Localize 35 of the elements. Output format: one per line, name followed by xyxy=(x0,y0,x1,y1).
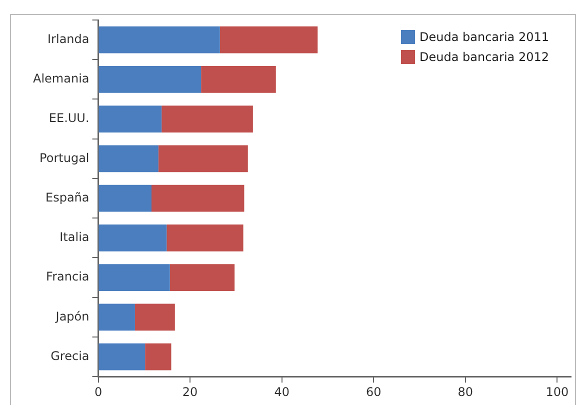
bar xyxy=(170,264,235,292)
x-tick-label: 0 xyxy=(94,384,102,399)
y-tick-label: EE.UU. xyxy=(48,111,90,126)
y-tick-label: España xyxy=(45,190,90,204)
bar xyxy=(98,184,152,212)
x-tick-label: 60 xyxy=(366,384,382,399)
bar xyxy=(98,343,146,370)
bar xyxy=(98,26,220,54)
bar xyxy=(162,106,253,133)
bar xyxy=(134,304,175,331)
y-tick-label: Alemania xyxy=(32,72,90,86)
y-tick-label: Portugal xyxy=(40,150,90,165)
bar xyxy=(98,224,167,252)
bar xyxy=(158,145,248,172)
bar xyxy=(98,66,202,93)
bar xyxy=(98,145,158,172)
x-tick-label: 80 xyxy=(458,384,474,399)
legend-label: Deuda bancaria 2012 xyxy=(419,50,549,64)
y-tick-label: Italia xyxy=(60,230,90,244)
bar xyxy=(152,184,244,212)
bar xyxy=(98,304,135,331)
y-tick-label: Irlanda xyxy=(48,32,90,46)
bar xyxy=(220,26,318,54)
legend-label: Deuda bancaria 2011 xyxy=(419,30,549,44)
x-tick-label: 20 xyxy=(182,384,198,399)
bar xyxy=(98,106,162,133)
y-tick-label: Francia xyxy=(46,270,90,284)
y-tick-label: Grecia xyxy=(50,348,90,363)
y-tick-label: Japón xyxy=(54,309,90,324)
bar xyxy=(98,264,170,292)
x-tick-label: 100 xyxy=(546,384,569,399)
bar xyxy=(201,66,276,93)
bar xyxy=(145,343,172,370)
bar xyxy=(166,224,244,252)
x-tick-label: 40 xyxy=(274,384,290,399)
